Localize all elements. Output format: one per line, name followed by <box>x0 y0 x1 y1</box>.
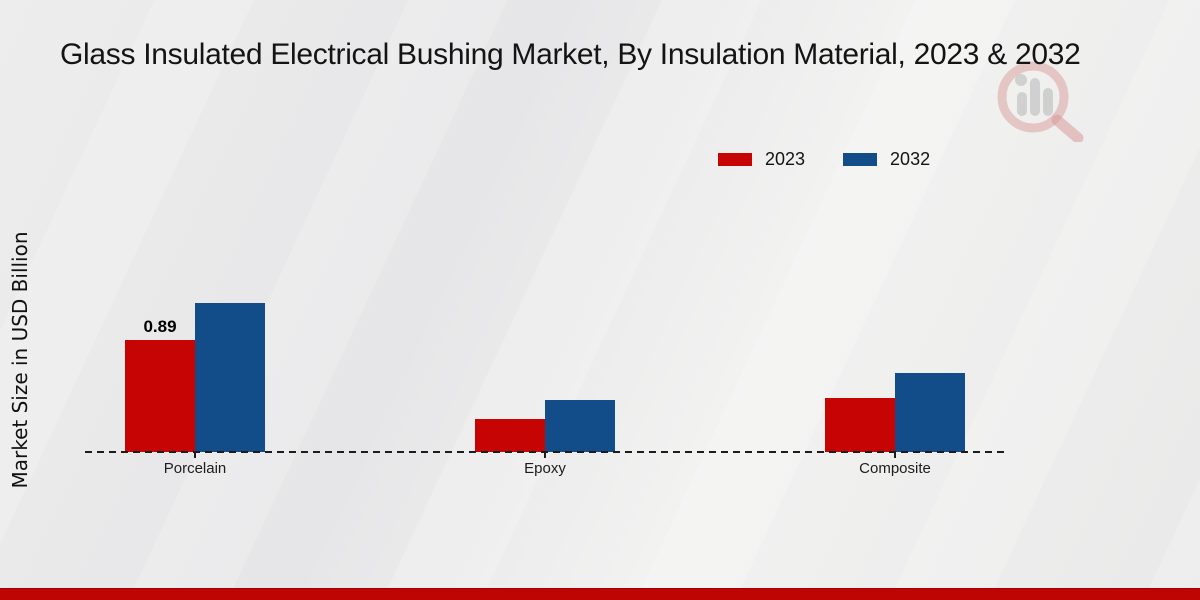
x-axis-tick-epoxy <box>544 453 546 458</box>
legend-swatch-2023 <box>718 153 752 166</box>
legend-label-2032: 2032 <box>890 149 931 169</box>
bar-2023-epoxy <box>475 419 545 452</box>
x-axis-tick-composite <box>894 453 896 458</box>
bar-2032-epoxy <box>545 400 615 452</box>
x-axis-baseline <box>85 451 1007 453</box>
footer-accent-bar <box>0 588 1200 600</box>
legend-swatch-2032 <box>843 153 878 166</box>
category-label-epoxy: Epoxy <box>524 460 566 477</box>
bar-value-label: 0.89 <box>143 317 177 336</box>
chart-title: Glass Insulated Electrical Bushing Marke… <box>60 38 1081 71</box>
category-label-porcelain: Porcelain <box>163 460 227 477</box>
legend: 2023 2032 <box>718 149 930 170</box>
bar-2023-composite <box>825 398 895 452</box>
legend-item-2023: 2023 <box>718 149 805 170</box>
magnifier-bar-chart-logo-icon <box>997 61 1084 142</box>
legend-item-2032: 2032 <box>843 149 930 170</box>
bar-2032-composite <box>895 373 965 452</box>
x-axis-tick-porcelain <box>194 453 196 458</box>
bar-2032-porcelain <box>195 303 265 452</box>
legend-label-2023: 2023 <box>765 149 806 169</box>
bar-2023-porcelain <box>125 340 195 452</box>
category-label-composite: Composite <box>859 460 931 477</box>
